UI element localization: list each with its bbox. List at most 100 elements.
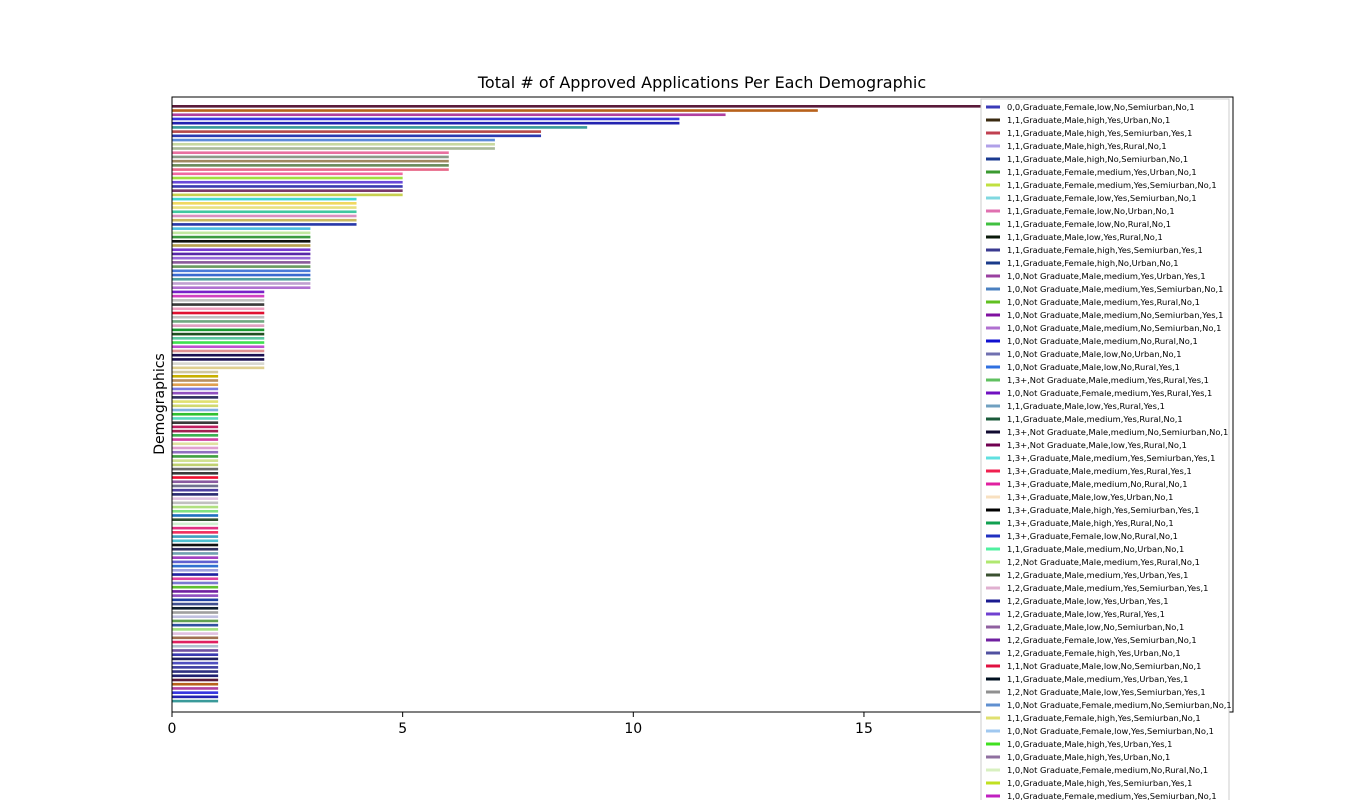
- bar: [172, 569, 219, 572]
- legend-label: 1,1,Not Graduate,Male,low,No,Semiurban,N…: [1007, 661, 1201, 671]
- bar: [172, 193, 403, 197]
- chart-title: Total # of Approved Applications Per Eac…: [477, 73, 926, 92]
- bar: [172, 277, 311, 281]
- legend-swatch: [986, 326, 1000, 330]
- legend-label: 1,0,Not Graduate,Male,medium,No,Rural,No…: [1007, 336, 1198, 346]
- bar: [172, 585, 219, 589]
- bar: [172, 590, 219, 593]
- legend-label: 1,2,Graduate,Male,low,No,Semiurban,No,1: [1007, 622, 1184, 632]
- legend-swatch: [986, 742, 1000, 746]
- bar: [172, 252, 311, 256]
- legend-swatch: [986, 339, 1000, 343]
- bar: [172, 480, 219, 484]
- bar: [172, 471, 219, 475]
- bar: [172, 286, 311, 290]
- bar: [172, 189, 403, 192]
- bar: [172, 391, 219, 395]
- legend: 0,0,Graduate,Female,low,No,Semiurban,No,…: [980, 98, 1232, 800]
- bar: [172, 109, 818, 112]
- legend-swatch: [986, 625, 1000, 629]
- legend-swatch: [986, 248, 1000, 252]
- legend-swatch: [986, 378, 1000, 382]
- bar: [172, 290, 265, 294]
- bar: [172, 577, 219, 581]
- bar: [172, 315, 265, 319]
- legend-label: 1,3+,Graduate,Female,low,No,Rural,No,1: [1007, 531, 1178, 541]
- bar: [172, 429, 219, 433]
- legend-label: 1,3+,Graduate,Male,high,Yes,Rural,No,1: [1007, 518, 1174, 528]
- axes-group: [171, 96, 1234, 713]
- bar: [172, 294, 265, 298]
- bar: [172, 206, 357, 209]
- legend-label: 1,1,Graduate,Female,high,Yes,Semiurban,Y…: [1007, 245, 1203, 255]
- legend-label: 1,0,Graduate,Male,high,Yes,Semiurban,Yes…: [1007, 778, 1192, 788]
- bar: [172, 581, 219, 585]
- legend-label: 1,0,Not Graduate,Female,medium,No,Rural,…: [1007, 765, 1208, 775]
- bar: [172, 425, 219, 429]
- bar: [172, 509, 219, 513]
- legend-label: 1,1,Graduate,Female,medium,Yes,Semiurban…: [1007, 180, 1217, 190]
- bar: [172, 695, 219, 699]
- bar: [172, 396, 219, 399]
- bar: [172, 231, 311, 235]
- legend-swatch: [986, 664, 1000, 668]
- legend-swatch: [986, 638, 1000, 642]
- bar: [172, 649, 219, 652]
- bar: [172, 164, 449, 167]
- legend-label: 1,3+,Not Graduate,Male,medium,Yes,Rural,…: [1007, 375, 1209, 385]
- legend-swatch: [986, 183, 1000, 187]
- bar: [172, 142, 495, 146]
- legend-label: 1,1,Graduate,Male,high,Yes,Urban,No,1: [1007, 115, 1170, 125]
- bar: [172, 311, 265, 315]
- bars-group: [172, 105, 1095, 703]
- legend-swatch: [986, 560, 1000, 564]
- legend-label: 1,0,Graduate,Female,medium,Yes,Semiurban…: [1007, 791, 1217, 800]
- legend-swatch: [986, 222, 1000, 226]
- legend-label: 1,1,Graduate,Female,low,No,Urban,No,1: [1007, 206, 1175, 216]
- legend-swatch: [986, 417, 1000, 421]
- bar: [172, 214, 357, 218]
- bar: [172, 307, 265, 311]
- bar: [172, 358, 265, 361]
- legend-swatch: [986, 794, 1000, 798]
- bar: [172, 235, 311, 239]
- bar: [172, 628, 219, 631]
- bar: [172, 121, 680, 125]
- legend-label: 1,1,Graduate,Male,high,Yes,Semiurban,Yes…: [1007, 128, 1192, 138]
- legend-label: 1,3+,Graduate,Male,low,Yes,Urban,No,1: [1007, 492, 1173, 502]
- bar: [172, 691, 219, 694]
- bar: [172, 661, 219, 665]
- x-tick-label: 5: [398, 721, 407, 737]
- legend-label: 1,1,Graduate,Female,medium,Yes,Urban,No,…: [1007, 167, 1197, 177]
- legend-label: 1,2,Graduate,Male,medium,Yes,Semiurban,Y…: [1007, 583, 1208, 593]
- legend-swatch: [986, 469, 1000, 473]
- bar: [172, 421, 219, 424]
- bar: [172, 611, 219, 614]
- bar: [172, 682, 219, 686]
- bar: [172, 632, 219, 635]
- legend-swatch: [986, 118, 1000, 122]
- legend-swatch: [986, 170, 1000, 174]
- legend-swatch: [986, 196, 1000, 200]
- bar: [172, 619, 219, 623]
- bar: [172, 151, 449, 155]
- bar: [172, 341, 265, 344]
- legend-swatch: [986, 755, 1000, 759]
- bar: [172, 180, 403, 184]
- bar: [172, 320, 265, 323]
- bar: [172, 227, 311, 230]
- bar: [172, 657, 219, 661]
- bar: [172, 552, 219, 555]
- bar: [172, 653, 219, 656]
- legend-label: 1,2,Graduate,Male,low,Yes,Urban,Yes,1: [1007, 596, 1169, 606]
- legend-swatch: [986, 521, 1000, 525]
- bar: [172, 176, 403, 180]
- bar: [172, 674, 219, 678]
- bar: [172, 623, 219, 627]
- bar: [172, 417, 219, 420]
- bar: [172, 134, 542, 138]
- legend-swatch: [986, 404, 1000, 408]
- bar: [172, 636, 219, 640]
- legend-label: 1,2,Not Graduate,Male,medium,Yes,Rural,N…: [1007, 557, 1200, 567]
- legend-swatch: [986, 274, 1000, 278]
